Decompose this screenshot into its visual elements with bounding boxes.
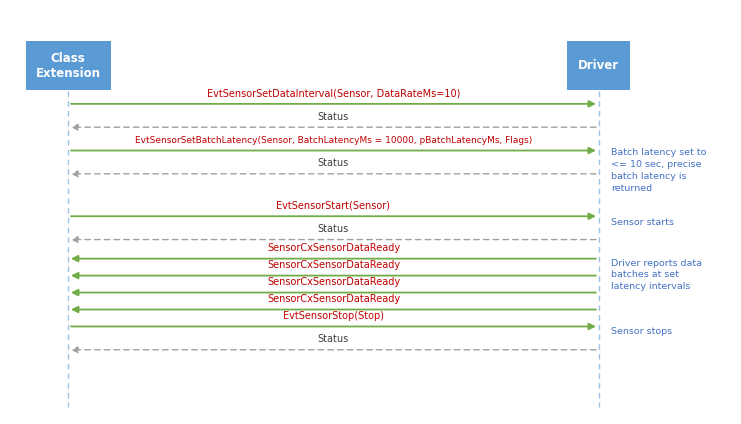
FancyBboxPatch shape xyxy=(568,42,630,90)
Text: EvtSensorSetDataInterval(Sensor, DataRateMs=10): EvtSensorSetDataInterval(Sensor, DataRat… xyxy=(207,88,460,98)
Text: SensorCxSensorDataReady: SensorCxSensorDataReady xyxy=(267,260,400,270)
Text: Status: Status xyxy=(318,112,349,122)
Text: Status: Status xyxy=(318,158,349,168)
Text: SensorCxSensorDataReady: SensorCxSensorDataReady xyxy=(267,294,400,304)
Text: SensorCxSensorDataReady: SensorCxSensorDataReady xyxy=(267,277,400,287)
Text: EvtSensorStart(Sensor): EvtSensorStart(Sensor) xyxy=(276,201,391,211)
Text: Sensor starts: Sensor starts xyxy=(611,218,674,227)
Text: Class
Extension: Class Extension xyxy=(36,52,101,80)
Text: EvtSensorSetBatchLatency(Sensor, BatchLatencyMs = 10000, pBatchLatencyMs, Flags): EvtSensorSetBatchLatency(Sensor, BatchLa… xyxy=(135,136,532,145)
Text: Driver reports data
batches at set
latency intervals: Driver reports data batches at set laten… xyxy=(611,259,702,291)
Text: Status: Status xyxy=(318,334,349,344)
Text: Driver: Driver xyxy=(578,59,619,72)
Text: Batch latency set to
<= 10 sec, precise
batch latency is
returned: Batch latency set to <= 10 sec, precise … xyxy=(611,148,707,193)
Text: EvtSensorStop(Stop): EvtSensorStop(Stop) xyxy=(283,311,384,321)
Text: Sensor stops: Sensor stops xyxy=(611,327,672,336)
FancyBboxPatch shape xyxy=(25,42,111,90)
Text: SensorCxSensorDataReady: SensorCxSensorDataReady xyxy=(267,243,400,253)
Text: Status: Status xyxy=(318,224,349,234)
